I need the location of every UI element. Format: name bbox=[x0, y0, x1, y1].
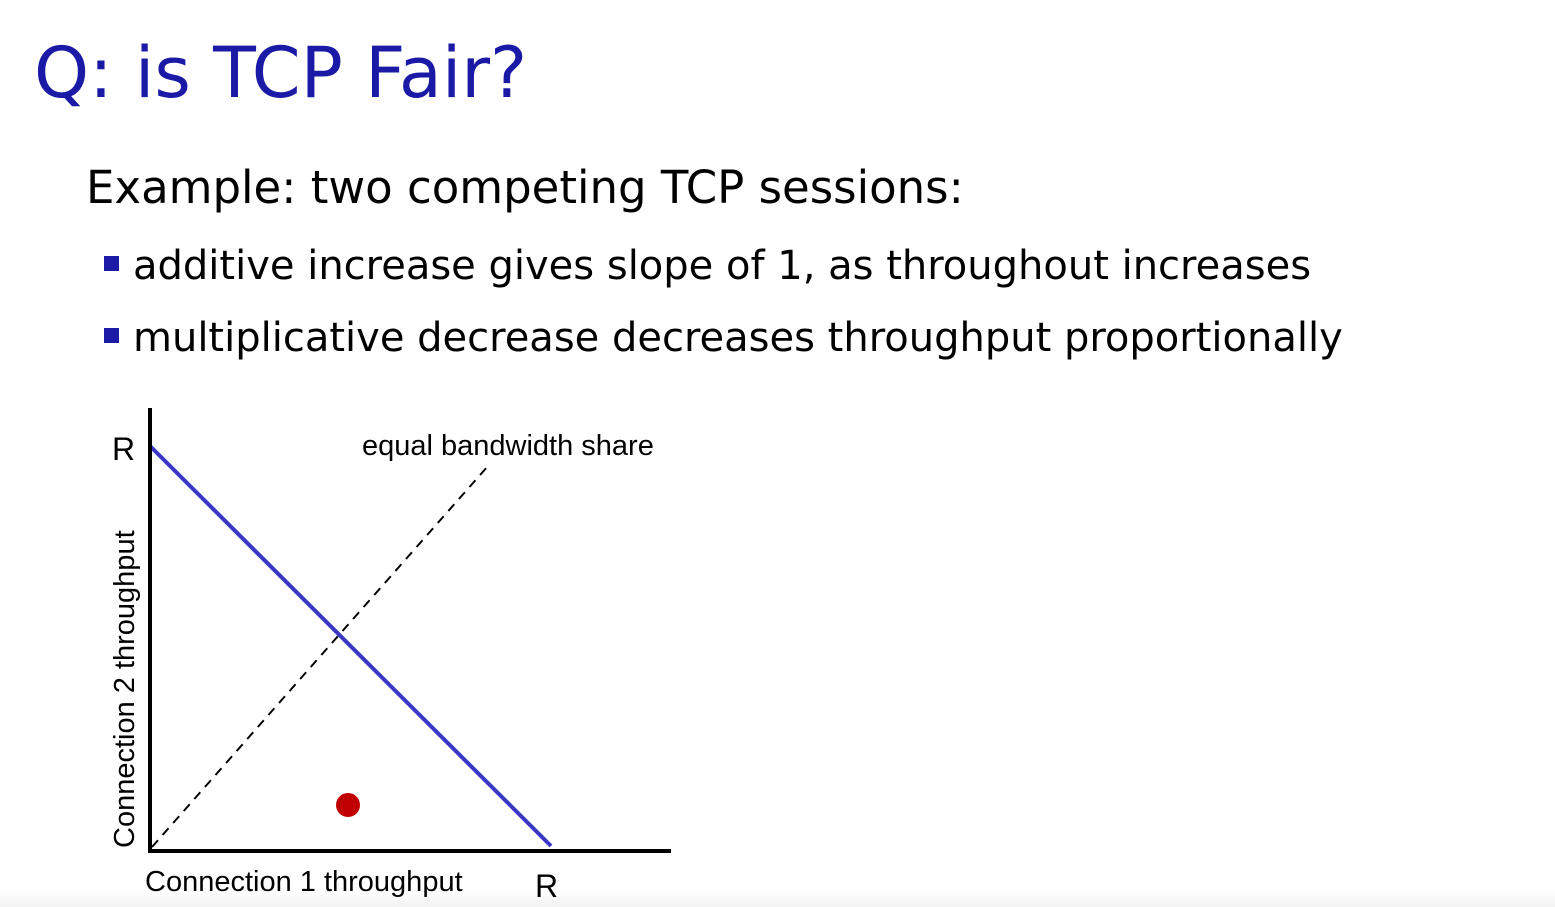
operating-point bbox=[336, 793, 360, 817]
capacity-line bbox=[148, 444, 553, 848]
slide-subtitle: Example: two competing TCP sessions: bbox=[86, 161, 964, 214]
y-axis-label: Connection 2 throughput bbox=[109, 530, 141, 848]
square-bullet-icon bbox=[104, 256, 119, 271]
x-max-label: R bbox=[535, 868, 558, 904]
equal-share-label: equal bandwidth share bbox=[362, 430, 654, 462]
bottom-edge-shade bbox=[0, 891, 1555, 907]
y-max-label: R bbox=[112, 431, 135, 467]
equal-share-line bbox=[151, 465, 489, 848]
bullet-item: multiplicative decrease decreases throug… bbox=[104, 308, 1343, 380]
square-bullet-icon bbox=[104, 328, 119, 343]
bullet-text: multiplicative decrease decreases throug… bbox=[133, 315, 1343, 361]
bullet-item: additive increase gives slope of 1, as t… bbox=[104, 236, 1343, 308]
bullet-text: additive increase gives slope of 1, as t… bbox=[133, 243, 1312, 289]
slide-title: Q: is TCP Fair? bbox=[34, 32, 528, 114]
bullet-list: additive increase gives slope of 1, as t… bbox=[104, 236, 1343, 380]
x-axis-label: Connection 1 throughput bbox=[145, 866, 463, 898]
bandwidth-share-diagram: equal bandwidth share R R Connection 1 t… bbox=[109, 408, 671, 904]
